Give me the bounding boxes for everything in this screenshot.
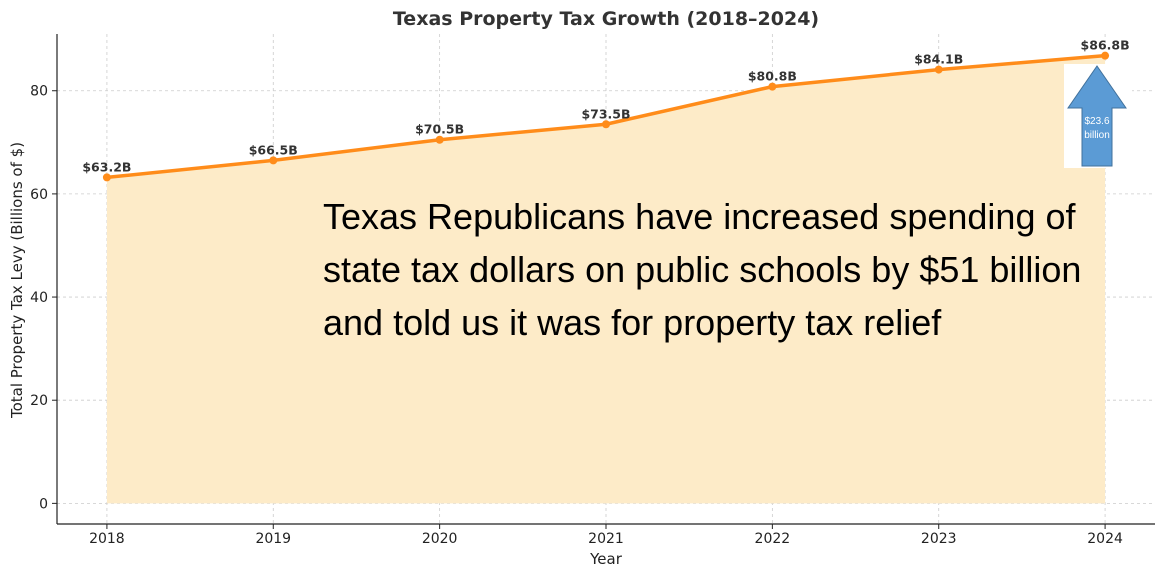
data-label: $86.8B	[1081, 38, 1130, 53]
area-fill-layer	[106, 55, 1106, 504]
y-tick-label: 60	[30, 187, 48, 203]
data-point	[435, 135, 444, 144]
data-point	[102, 173, 111, 182]
data-point	[934, 65, 943, 74]
y-tick-label: 80	[30, 84, 48, 100]
x-tick-label: 2021	[588, 531, 624, 547]
data-label: $73.5B	[581, 106, 630, 121]
data-point	[269, 156, 278, 165]
x-tick-label: 2020	[422, 531, 458, 547]
x-tick-label: 2023	[921, 531, 957, 547]
chart-title: Texas Property Tax Growth (2018–2024)	[393, 8, 819, 30]
x-tick-label: 2018	[89, 531, 125, 547]
callout-amount: $23.6	[1084, 116, 1109, 127]
y-tick-label: 20	[30, 393, 48, 409]
y-tick-label: 40	[30, 290, 48, 306]
callout-unit: billion	[1084, 130, 1110, 141]
data-point	[602, 120, 610, 129]
data-label: $84.1B	[914, 52, 963, 67]
data-point	[768, 82, 777, 91]
data-points	[102, 51, 1110, 182]
data-label: $66.5B	[249, 142, 298, 157]
data-point	[1101, 51, 1110, 60]
data-labels: $63.2B $66.5B $70.5B $73.5B $80.8B $84.1B $86.…	[82, 38, 1129, 175]
data-label: $63.2B	[82, 159, 131, 174]
y-tick-labels: 0 20 40 60 80	[30, 84, 57, 512]
x-tick-labels: 2018 2019 2020 2021 2022 2023 2024	[89, 524, 1123, 547]
increase-callout: $23.6 billion	[1064, 64, 1132, 168]
x-axis-title: Year	[589, 550, 623, 568]
y-axis-title: Total Property Tax Levy (Billions of $)	[8, 142, 26, 419]
data-label: $80.8B	[748, 69, 797, 84]
data-label: $70.5B	[415, 122, 464, 137]
x-tick-label: 2022	[755, 531, 791, 547]
x-tick-label: 2019	[255, 531, 291, 547]
y-tick-label: 0	[39, 496, 48, 512]
overlay-annotation: Texas Republicans have increased spendin…	[323, 196, 1082, 343]
x-tick-label: 2024	[1087, 531, 1123, 547]
area-fill	[106, 55, 1106, 504]
up-arrow-icon	[1067, 65, 1127, 167]
